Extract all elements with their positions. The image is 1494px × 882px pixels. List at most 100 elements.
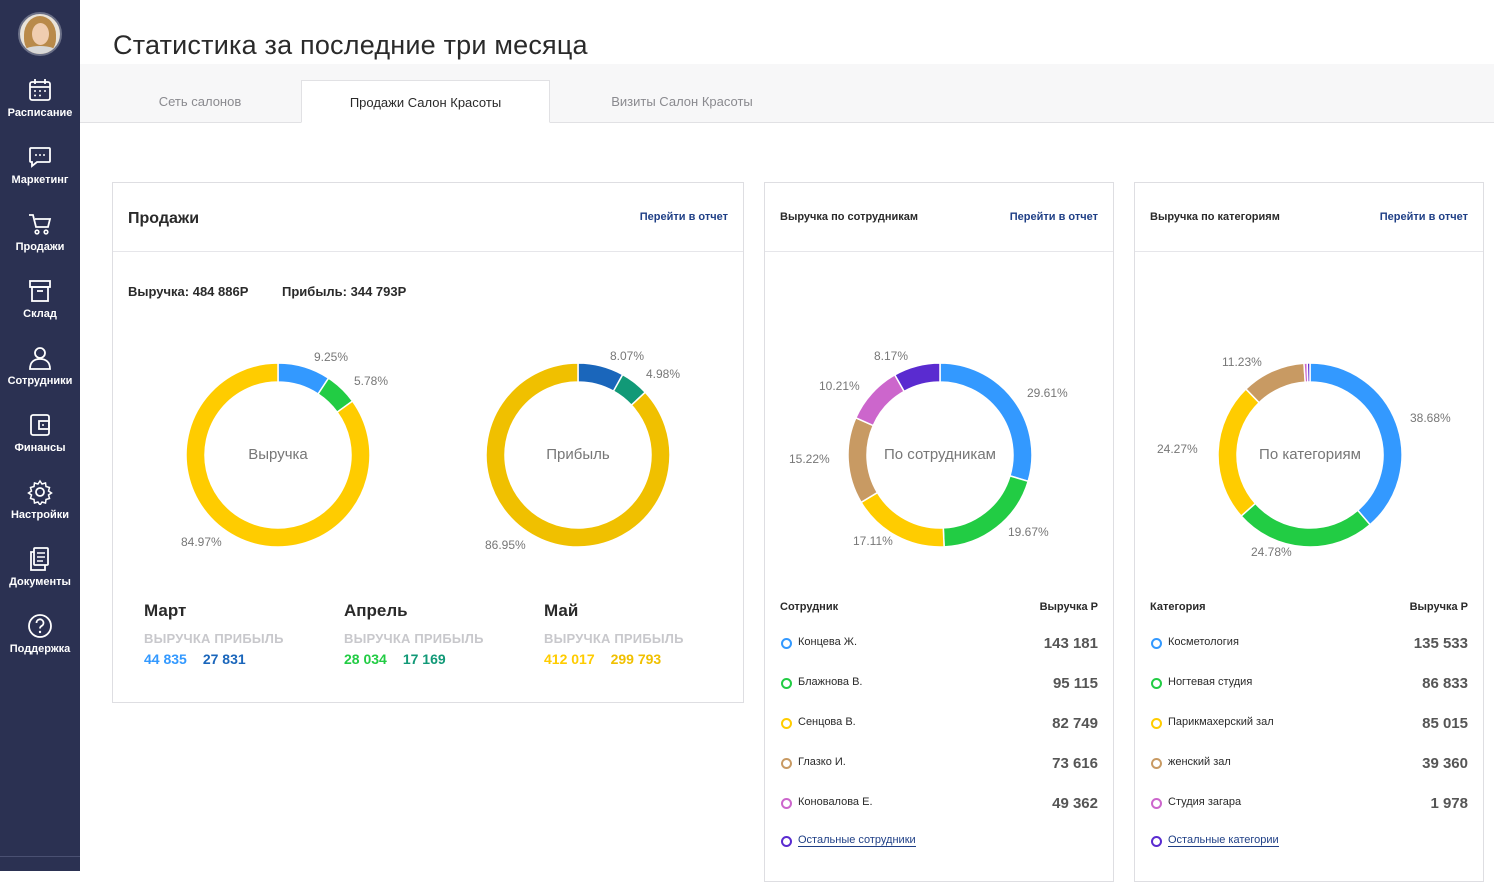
avatar[interactable]: [18, 12, 62, 56]
legend-dot-icon: [781, 718, 792, 729]
sales-card: Продажи Перейти в отчет Выручка: 484 886…: [112, 182, 744, 703]
employees-col-value: Выручка Р: [1039, 601, 1098, 613]
employee-value: 95 115: [1052, 675, 1098, 692]
employees-card-title: Выручка по сотрудникам: [780, 211, 919, 223]
category-row[interactable]: Парикмахерский зал 85 015: [1150, 714, 1468, 734]
revenue-slice-2: [185, 362, 371, 548]
sidebar-item-label: Расписание: [7, 107, 73, 119]
employee-name: Концева Ж.: [798, 636, 858, 648]
legend-dot-icon: [1151, 678, 1162, 689]
employees-slice-4: [854, 373, 906, 427]
legend-dot-icon: [1151, 638, 1162, 649]
sidebar-item-documents[interactable]: Документы: [0, 546, 80, 606]
tab-beauty-salon-sales[interactable]: Продажи Салон Красоты: [301, 80, 550, 123]
employee-name: Глазко И.: [798, 756, 846, 768]
legend-dot-icon: [781, 678, 792, 689]
category-row[interactable]: Ногтевая студия 86 833: [1150, 674, 1468, 694]
employee-row[interactable]: Концева Ж. 143 181: [780, 634, 1098, 654]
employees-card-header: Выручка по сотрудникам Перейти в отчет: [765, 183, 1113, 252]
user-icon: [29, 347, 51, 370]
category-row[interactable]: Студия загара 1 978: [1150, 794, 1468, 814]
sidebar-item-label: Сотрудники: [7, 375, 73, 387]
category-name: женский зал: [1168, 756, 1231, 768]
month-profit: 27 831: [202, 651, 246, 667]
employee-value: 143 181: [1043, 635, 1098, 652]
sales-report-link[interactable]: Перейти в отчет: [639, 211, 728, 223]
wallet-icon: [30, 414, 50, 436]
profit-pct-march: 8.07%: [610, 349, 645, 363]
employee-value: 73 616: [1052, 755, 1098, 772]
sidebar-item-label: Поддержка: [9, 643, 71, 655]
sidebar-item-label: Настройки: [10, 509, 70, 521]
employee-value: 49 362: [1052, 795, 1098, 812]
sidebar: Расписание Маркетинг Продажи Склад Сотру…: [0, 0, 80, 871]
sidebar-item-employees[interactable]: Сотрудники: [0, 345, 80, 405]
employees-slice-5: [893, 362, 941, 393]
month-values: 44 835 27 831: [144, 651, 284, 667]
cart-icon: [29, 214, 52, 235]
profit-donut-chart: [485, 362, 671, 548]
employees-slice-0: [939, 362, 1033, 483]
employee-others-link[interactable]: Остальные сотрудники: [798, 834, 916, 847]
page-title: Статистика за последние три месяца: [113, 30, 588, 60]
category-others-row[interactable]: Остальные категории: [1150, 832, 1468, 852]
sidebar-item-support[interactable]: Поддержка: [0, 613, 80, 673]
employee-row[interactable]: Глазко И. 73 616: [780, 754, 1098, 774]
category-value: 86 833: [1422, 675, 1468, 692]
employee-row[interactable]: Коновалова Е. 49 362: [780, 794, 1098, 814]
cat-pct-3: 11.23%: [1222, 355, 1262, 369]
revenue-pct-may: 84.97%: [181, 535, 222, 549]
emp-pct-1: 19.67%: [1008, 525, 1049, 539]
cat-pct-2: 24.27%: [1157, 442, 1198, 456]
legend-dot-icon: [781, 836, 792, 847]
tab-beauty-salon-visits[interactable]: Визиты Салон Красоты: [611, 94, 753, 109]
box-icon: [29, 280, 51, 302]
employee-value: 82 749: [1052, 715, 1098, 732]
legend-dot-icon: [1151, 718, 1162, 729]
category-name: Ногтевая студия: [1168, 676, 1253, 688]
cat-pct-0: 38.68%: [1410, 411, 1451, 425]
chat-icon: [29, 147, 51, 168]
category-value: 135 533: [1413, 635, 1468, 652]
categories-slice-3: [1244, 362, 1307, 404]
sidebar-item-finance[interactable]: Финансы: [0, 412, 80, 472]
profit-pct-april: 4.98%: [646, 367, 681, 381]
category-value: 39 360: [1422, 755, 1468, 772]
employee-name: Сенцова В.: [798, 716, 856, 728]
sales-totals: Выручка: 484 886Р Прибыль: 344 793Р: [128, 284, 436, 299]
employee-name: Блажнова В.: [798, 676, 863, 688]
month-name: Май: [544, 601, 579, 620]
sidebar-item-settings[interactable]: Настройки: [0, 479, 80, 539]
employee-row[interactable]: Сенцова В. 82 749: [780, 714, 1098, 734]
legend-dot-icon: [781, 758, 792, 769]
sidebar-divider: [0, 856, 80, 857]
profit-donut-center: Прибыль: [546, 446, 610, 463]
sidebar-item-warehouse[interactable]: Склад: [0, 278, 80, 338]
tab-salon-network[interactable]: Сеть салонов: [158, 94, 242, 109]
categories-report-link[interactable]: Перейти в отчет: [1379, 211, 1468, 223]
profit-pct-may: 86.95%: [485, 538, 526, 552]
categories-slice-5: [1306, 362, 1311, 383]
profit-total: Прибыль: 344 793Р: [282, 284, 407, 299]
sidebar-item-label: Документы: [9, 576, 71, 588]
month-values: 412 017 299 793: [544, 651, 684, 667]
category-value: 85 015: [1422, 715, 1468, 732]
category-row[interactable]: Косметология 135 533: [1150, 634, 1468, 654]
employee-row[interactable]: Блажнова В. 95 115: [780, 674, 1098, 694]
revenue-total: Выручка: 484 886Р: [128, 284, 249, 299]
revenue-pct-april: 5.78%: [354, 374, 389, 388]
employee-others-row[interactable]: Остальные сотрудники: [780, 832, 1098, 852]
category-row[interactable]: женский зал 39 360: [1150, 754, 1468, 774]
legend-dot-icon: [781, 638, 792, 649]
revenue-pct-march: 9.25%: [314, 350, 349, 364]
categories-card-header: Выручка по категориям Перейти в отчет: [1135, 183, 1483, 252]
sidebar-item-label: Склад: [23, 308, 57, 320]
sidebar-item-sales[interactable]: Продажи: [0, 211, 80, 271]
emp-pct-3: 15.22%: [789, 452, 830, 466]
sidebar-item-marketing[interactable]: Маркетинг: [0, 144, 80, 204]
sales-card-header: Продажи Перейти в отчет: [113, 183, 743, 252]
sidebar-item-schedule[interactable]: Расписание: [0, 77, 80, 137]
employees-report-link[interactable]: Перейти в отчет: [1009, 211, 1098, 223]
employees-card: Выручка по сотрудникам Перейти в отчет П…: [764, 182, 1114, 882]
category-others-link[interactable]: Остальные категории: [1168, 834, 1279, 847]
